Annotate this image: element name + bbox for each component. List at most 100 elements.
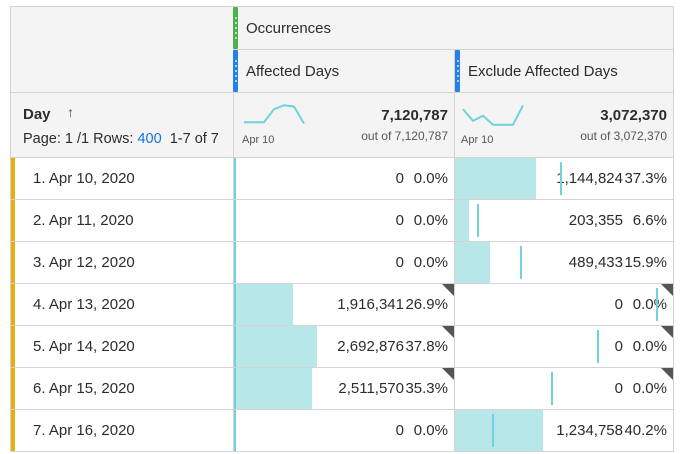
value-marker-line bbox=[234, 284, 236, 325]
cell-value: 0 bbox=[614, 338, 623, 355]
total-out-of: out of 7,120,787 bbox=[361, 129, 448, 143]
value-marker-line bbox=[234, 326, 236, 367]
table-row[interactable]: 4. Apr 13, 2020 1,916,341 26.9% 0 0.0% bbox=[11, 284, 673, 326]
value-marker-line bbox=[520, 246, 522, 279]
row-dimension-label[interactable]: 6. Apr 15, 2020 bbox=[33, 380, 135, 397]
cell-percent: 35.3% bbox=[405, 380, 448, 397]
page-text: Page: 1 /1 bbox=[23, 131, 90, 147]
cell-value: 2,692,876 bbox=[337, 338, 404, 355]
cell-exclude-affected-days[interactable]: 489,433 15.9% bbox=[454, 242, 673, 283]
cell-value: 0 bbox=[614, 296, 623, 313]
rows-per-page-link[interactable]: 400 bbox=[137, 131, 162, 147]
cell-value: 2,511,570 bbox=[338, 380, 404, 397]
table-row[interactable]: 3. Apr 12, 2020 0 0.0% 489,433 15.9% bbox=[11, 242, 673, 284]
cell-exclude-affected-days[interactable]: 0 0.0% bbox=[454, 368, 673, 409]
cell-percent: 0.0% bbox=[413, 254, 448, 271]
segment-label: Affected Days bbox=[246, 63, 340, 80]
metric-group-header[interactable]: Occurrences bbox=[233, 7, 673, 50]
cell-affected-days[interactable]: 0 0.0% bbox=[233, 410, 454, 451]
row-dimension-label[interactable]: 7. Apr 16, 2020 bbox=[33, 422, 135, 439]
anomaly-corner-icon[interactable] bbox=[661, 284, 673, 296]
table-row[interactable]: 2. Apr 11, 2020 0 0.0% 203,355 6.6% bbox=[11, 200, 673, 242]
rows-label: Rows: bbox=[93, 131, 134, 147]
total-value: 3,072,370 bbox=[600, 107, 667, 124]
cell-percent: 0.0% bbox=[632, 380, 667, 397]
row-accent-bar bbox=[11, 158, 15, 199]
cell-percent: 15.9% bbox=[624, 254, 667, 271]
cell-value: 1,916,341 bbox=[337, 296, 404, 313]
anomaly-corner-icon[interactable] bbox=[661, 326, 673, 338]
dimension-summary-cell: Day ↑ Page: 1 /1 Rows: 400 1-7 of 7 bbox=[11, 93, 233, 158]
row-accent-bar bbox=[11, 242, 15, 283]
cell-exclude-affected-days[interactable]: 1,234,758 40.2% bbox=[454, 410, 673, 451]
row-dimension-label[interactable]: 3. Apr 12, 2020 bbox=[33, 254, 135, 271]
cell-affected-days[interactable]: 0 0.0% bbox=[233, 200, 454, 241]
cell-value: 0 bbox=[395, 170, 404, 187]
cell-percent: 0.0% bbox=[632, 338, 667, 355]
value-bar bbox=[455, 242, 490, 283]
anomaly-corner-icon[interactable] bbox=[442, 326, 454, 338]
value-bar bbox=[455, 410, 543, 451]
value-marker-line bbox=[551, 372, 553, 405]
cell-value: 0 bbox=[395, 254, 404, 271]
value-marker-line bbox=[234, 242, 236, 283]
cell-value: 1,144,824 bbox=[556, 170, 623, 187]
anomaly-corner-icon[interactable] bbox=[661, 368, 673, 380]
value-marker-line bbox=[597, 330, 599, 363]
value-bar bbox=[455, 200, 469, 241]
cell-percent: 0.0% bbox=[632, 296, 667, 313]
table-row[interactable]: 5. Apr 14, 2020 2,692,876 37.8% 0 0.0% bbox=[11, 326, 673, 368]
cell-exclude-affected-days[interactable]: 1,144,824 37.3% bbox=[454, 158, 673, 199]
table-row[interactable]: 7. Apr 16, 2020 0 0.0% 1,234,758 40.2% bbox=[11, 410, 673, 452]
summary-cell-exclude: Apr 10 3,072,370 out of 3,072,370 bbox=[454, 93, 673, 158]
value-marker-line bbox=[492, 414, 494, 447]
row-accent-bar bbox=[11, 326, 15, 367]
row-accent-bar bbox=[11, 284, 15, 325]
cell-percent: 0.0% bbox=[413, 170, 448, 187]
segment-header-affected[interactable]: Affected Days bbox=[233, 50, 454, 93]
drag-handle-icon[interactable] bbox=[233, 50, 238, 92]
cell-exclude-affected-days[interactable]: 0 0.0% bbox=[454, 326, 673, 367]
header-empty-corner bbox=[11, 7, 233, 93]
cell-exclude-affected-days[interactable]: 203,355 6.6% bbox=[454, 200, 673, 241]
drag-handle-icon[interactable] bbox=[455, 50, 460, 92]
cell-affected-days[interactable]: 0 0.0% bbox=[233, 158, 454, 199]
drag-handle-icon[interactable] bbox=[233, 7, 238, 49]
value-marker-line bbox=[234, 368, 236, 409]
arrow-up-icon[interactable]: ↑ bbox=[67, 104, 74, 120]
value-marker-line bbox=[234, 410, 236, 451]
cell-value: 0 bbox=[395, 212, 404, 229]
anomaly-corner-icon[interactable] bbox=[442, 368, 454, 380]
row-dimension-label[interactable]: 2. Apr 11, 2020 bbox=[33, 212, 134, 229]
row-dimension-label[interactable]: 1. Apr 10, 2020 bbox=[33, 170, 135, 187]
cell-affected-days[interactable]: 2,511,570 35.3% bbox=[233, 368, 454, 409]
sparkline-label: Apr 10 bbox=[461, 134, 494, 146]
segment-header-exclude[interactable]: Exclude Affected Days bbox=[454, 50, 673, 93]
sparkline-label: Apr 10 bbox=[242, 134, 275, 146]
cell-percent: 40.2% bbox=[624, 422, 667, 439]
cell-affected-days[interactable]: 0 0.0% bbox=[233, 242, 454, 283]
cell-affected-days[interactable]: 2,692,876 37.8% bbox=[233, 326, 454, 367]
cell-value: 203,355 bbox=[568, 212, 623, 229]
cell-value: 489,433 bbox=[568, 254, 623, 271]
sparkline-exclude bbox=[462, 104, 524, 126]
row-dimension-label[interactable]: 5. Apr 14, 2020 bbox=[33, 338, 135, 355]
value-bar bbox=[234, 326, 317, 367]
value-bar bbox=[234, 368, 312, 409]
total-value: 7,120,787 bbox=[381, 107, 448, 124]
row-dimension-label[interactable]: 4. Apr 13, 2020 bbox=[33, 296, 135, 313]
value-marker-line bbox=[560, 162, 562, 195]
table-row[interactable]: 6. Apr 15, 2020 2,511,570 35.3% 0 0.0% bbox=[11, 368, 673, 410]
total-out-of: out of 3,072,370 bbox=[580, 129, 667, 143]
cell-value: 1,234,758 bbox=[556, 422, 623, 439]
anomaly-corner-icon[interactable] bbox=[442, 284, 454, 296]
row-accent-bar bbox=[11, 200, 15, 241]
cell-affected-days[interactable]: 1,916,341 26.9% bbox=[233, 284, 454, 325]
table-row[interactable]: 1. Apr 10, 2020 0 0.0% 1,144,824 37.3% bbox=[11, 158, 673, 200]
segment-label: Exclude Affected Days bbox=[468, 63, 618, 80]
value-marker-line bbox=[234, 200, 236, 241]
cell-percent: 6.6% bbox=[632, 212, 667, 229]
dimension-label[interactable]: Day bbox=[23, 106, 51, 123]
cell-exclude-affected-days[interactable]: 0 0.0% bbox=[454, 284, 673, 325]
cell-percent: 37.8% bbox=[405, 338, 448, 355]
